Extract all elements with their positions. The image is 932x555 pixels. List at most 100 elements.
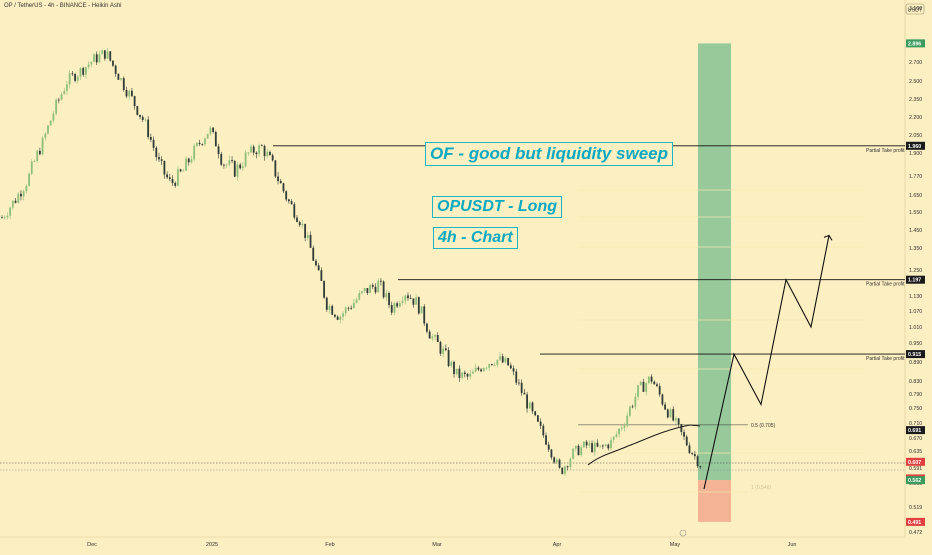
candle-body [163, 160, 166, 175]
candle-body [677, 418, 680, 425]
y-tick-0-790: 0.790 [909, 392, 922, 398]
candle-body [512, 368, 515, 372]
price-tag-0-491 [906, 517, 925, 526]
candle-body [531, 402, 534, 412]
candle-body [174, 182, 177, 186]
candle-body [691, 453, 694, 455]
candle-body [474, 367, 477, 372]
candle-body [49, 120, 52, 126]
projection-arrow [823, 234, 833, 241]
price-tag-1-197 [906, 275, 925, 284]
candle-body [20, 193, 22, 197]
candle-body [661, 394, 664, 405]
annotation-title[interactable]: OF - good but liquidity sweep [425, 142, 673, 166]
candle-body [442, 348, 445, 354]
candle-body [263, 145, 266, 157]
candle-body [444, 348, 447, 351]
candle-body [206, 133, 209, 139]
x-tick-Feb: Feb [325, 542, 334, 548]
candle-body [639, 381, 642, 386]
currency-badge [905, 3, 925, 15]
candle-body [574, 445, 577, 449]
candle-body [688, 445, 691, 454]
candle-body [380, 280, 382, 282]
candle-body [6, 215, 9, 218]
candle-body [439, 341, 442, 354]
candle-body [361, 291, 363, 294]
candle-body [38, 150, 41, 155]
y-tick-1-550: 1.550 [909, 210, 922, 216]
candle-body [420, 306, 423, 314]
candle-body [453, 361, 455, 375]
candle-body [490, 364, 493, 366]
candle-body [30, 161, 33, 174]
candle-body [171, 178, 174, 183]
loss-zone [698, 480, 731, 522]
candle-body [28, 173, 30, 186]
candle-body [239, 164, 242, 169]
candle-body [472, 371, 474, 374]
candle-body [374, 286, 377, 293]
candle-body [63, 91, 66, 95]
candle-body [185, 158, 187, 171]
candle-body [287, 199, 290, 202]
candle-body [493, 364, 496, 366]
candle-body [561, 467, 564, 474]
candle-body [447, 350, 450, 366]
candle-body [477, 367, 480, 370]
candle-body [401, 300, 404, 303]
candle-body [225, 164, 228, 166]
candle-body [542, 425, 545, 436]
candle-body [117, 73, 120, 80]
candle-body [90, 61, 93, 65]
candle-body [629, 406, 631, 416]
price-tag-label-0-562: 0.562 [908, 478, 921, 484]
candle-body [290, 201, 293, 205]
annotation-timeframe[interactable]: 4h - Chart [433, 227, 518, 249]
candle-body [1, 217, 3, 219]
candle-body [577, 445, 580, 456]
candle-body [407, 295, 409, 299]
fib-label-1: 1 (0.546) [751, 485, 771, 491]
candle-body [57, 99, 60, 101]
candle-body [144, 119, 147, 121]
take-profit-label-1: Partial Take profit [866, 148, 905, 154]
currency-badge-label: USDT [908, 8, 924, 14]
candle-body [412, 298, 415, 305]
candle-body [693, 454, 696, 457]
candle-body [634, 396, 637, 407]
candles [1, 47, 704, 477]
candle-body [41, 137, 44, 155]
candle-body [404, 295, 407, 301]
candle-body [480, 369, 482, 372]
candle-body [93, 54, 95, 62]
candle-body [696, 456, 699, 467]
price-tag-0-562 [906, 476, 925, 485]
candle-body [507, 358, 510, 366]
candle-body [518, 382, 520, 384]
candle-body [133, 96, 136, 107]
candle-body [428, 331, 431, 339]
candle-body [699, 466, 702, 468]
candle-body [306, 234, 309, 238]
y-tick-1-900: 1.900 [909, 151, 922, 157]
candle-body [569, 458, 572, 467]
candle-body [390, 305, 393, 313]
candle-body [501, 356, 504, 363]
y-tick-2-050: 2.050 [909, 133, 922, 139]
candle-body [534, 411, 537, 416]
price-tag-label-0-691: 0.691 [908, 428, 921, 434]
candle-body [585, 441, 588, 446]
candle-body [371, 285, 374, 287]
price-tag-label-0-607: 0.607 [908, 460, 921, 466]
annotation-symbol[interactable]: OPUSDT - Long [432, 196, 562, 218]
candle-body [482, 368, 485, 372]
candle-body [266, 151, 269, 157]
candle-body [653, 381, 656, 385]
candle-body [339, 316, 342, 320]
candle-body [271, 155, 274, 161]
candle-body [298, 221, 301, 226]
candle-body [336, 316, 339, 320]
candle-body [296, 217, 298, 222]
